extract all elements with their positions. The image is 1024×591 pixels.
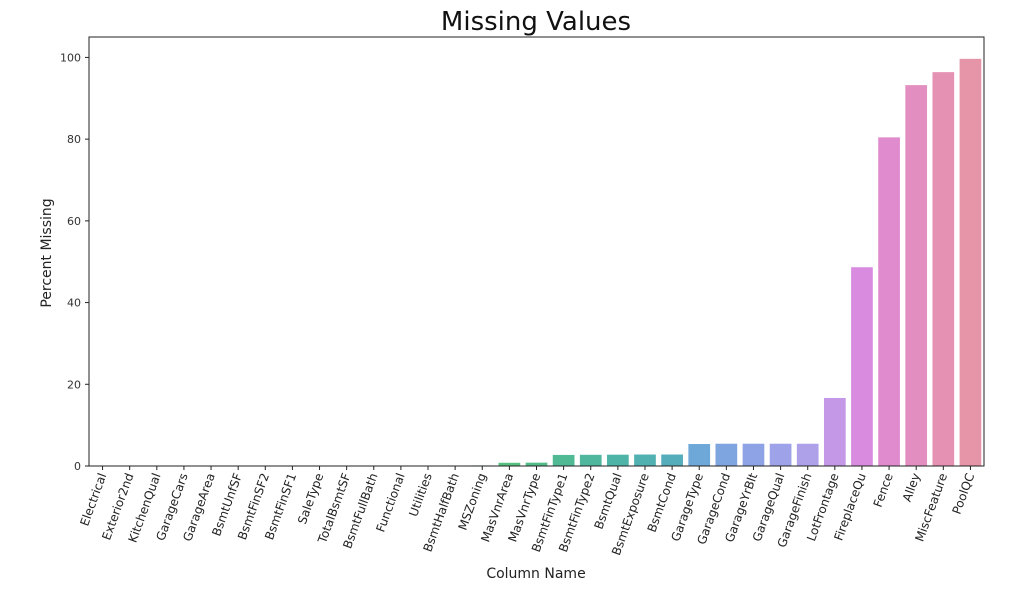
- chart-title: Missing Values: [441, 7, 631, 37]
- y-axis: 0 20 40 60 80 100: [60, 51, 89, 473]
- bar-bsmtexposure: [634, 454, 656, 466]
- x-tick-label: Alley: [900, 471, 923, 503]
- bar-garagetype: [688, 444, 711, 466]
- x-tick-label: Utilities: [406, 471, 435, 518]
- bar-masvnrtype: [525, 462, 548, 466]
- bar-garagecond: [715, 443, 738, 466]
- y-tick-label: 20: [67, 378, 81, 391]
- plot-frame: [88, 36, 985, 467]
- x-tick-label: PoolQC: [950, 471, 978, 516]
- bar-poolqc: [959, 58, 982, 466]
- bar-alley: [905, 85, 928, 467]
- x-tick-label: Fence: [871, 471, 896, 509]
- bar-masvnrarea: [498, 462, 521, 466]
- y-tick-label: 0: [74, 460, 81, 473]
- bar-garageyrblt: [742, 443, 765, 466]
- bar-bsmtfintype2: [579, 454, 602, 466]
- x-tick-label: SaleType: [295, 471, 326, 526]
- bar-bsmtcond: [661, 454, 683, 466]
- bar-fence: [878, 137, 900, 466]
- x-axis: ElectricalExterior2ndKitchenQualGarageCa…: [77, 466, 977, 557]
- bar-garagefinish: [796, 443, 819, 466]
- y-axis-label: Percent Missing: [39, 198, 55, 307]
- bar-bsmtqual: [607, 454, 629, 466]
- x-tick-label: Electrical: [77, 471, 109, 528]
- x-axis-label: Column Name: [486, 566, 585, 582]
- bar-fireplacequ: [851, 267, 873, 466]
- bar-garagequal: [769, 443, 792, 466]
- y-tick-label: 40: [67, 297, 81, 310]
- bar-miscfeature: [932, 72, 955, 466]
- y-tick-label: 60: [67, 215, 81, 228]
- y-tick-label: 100: [60, 51, 81, 64]
- bar-lotfrontage: [823, 397, 846, 466]
- bar-bsmtfintype1: [552, 454, 575, 466]
- bars-group: [91, 58, 982, 467]
- y-tick-label: 80: [67, 133, 81, 146]
